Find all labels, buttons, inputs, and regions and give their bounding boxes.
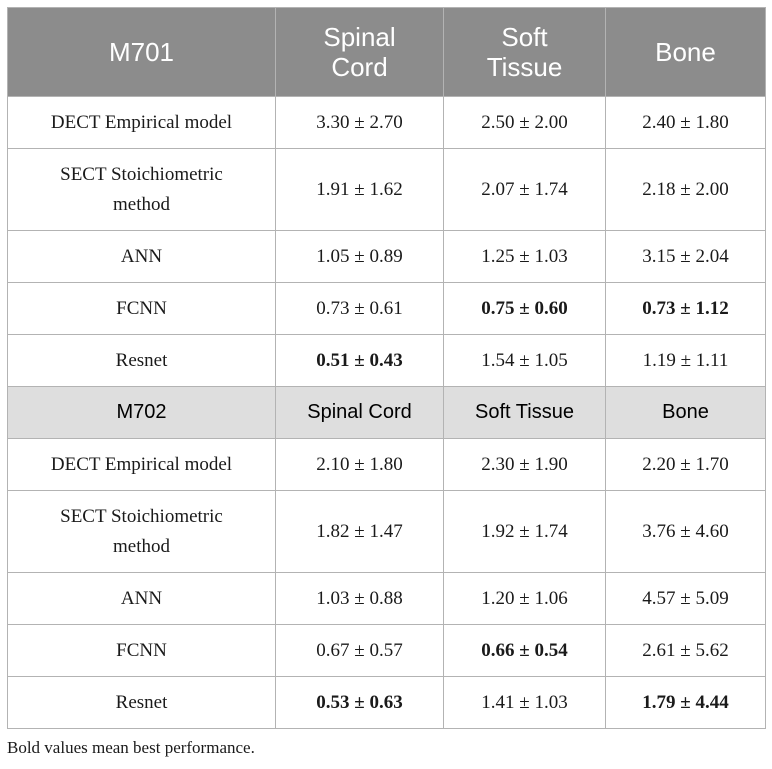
column-header-bone: Bone — [605, 7, 766, 97]
value-cell: 3.15 ± 2.04 — [605, 230, 766, 283]
header-row-m702: M702 Spinal Cord Soft Tissue Bone — [7, 386, 766, 439]
value-cell: 3.30 ± 2.70 — [275, 96, 444, 149]
value-cell: 1.41 ± 1.03 — [443, 676, 606, 729]
table-row: DECT Empirical model 3.30 ± 2.70 2.50 ± … — [7, 96, 766, 149]
value-cell: 2.61 ± 5.62 — [605, 624, 766, 677]
table-row: FCNN 0.67 ± 0.57 0.66 ± 0.54 2.61 ± 5.62 — [7, 624, 766, 677]
header-row-m701: M701 Spinal Cord Soft Tissue Bone — [7, 7, 766, 97]
value-cell: 1.25 ± 1.03 — [443, 230, 606, 283]
table-row: FCNN 0.73 ± 0.61 0.75 ± 0.60 0.73 ± 1.12 — [7, 282, 766, 335]
value-cell: 1.91 ± 1.62 — [275, 148, 444, 231]
value-cell: 2.07 ± 1.74 — [443, 148, 606, 231]
column-header-soft-tissue: Soft Tissue — [443, 386, 606, 439]
method-cell: SECT Stoichiometric method — [7, 490, 276, 573]
column-header-spinal-cord: Spinal Cord — [275, 386, 444, 439]
value-cell: 2.18 ± 2.00 — [605, 148, 766, 231]
value-cell: 2.40 ± 1.80 — [605, 96, 766, 149]
value-cell: 1.05 ± 0.89 — [275, 230, 444, 283]
results-table: M701 Spinal Cord Soft Tissue Bone DECT E… — [7, 7, 766, 729]
value-cell-best: 1.79 ± 4.44 — [605, 676, 766, 729]
table-footnote: Bold values mean best performance. — [7, 738, 255, 757]
method-cell: ANN — [7, 572, 276, 625]
table-row: Resnet 0.51 ± 0.43 1.54 ± 1.05 1.19 ± 1.… — [7, 334, 766, 387]
table-row: ANN 1.05 ± 0.89 1.25 ± 1.03 3.15 ± 2.04 — [7, 230, 766, 283]
method-cell: ANN — [7, 230, 276, 283]
value-cell: 2.50 ± 2.00 — [443, 96, 606, 149]
group-label: M702 — [7, 386, 276, 439]
value-cell: 2.10 ± 1.80 — [275, 438, 444, 491]
value-cell-best: 0.75 ± 0.60 — [443, 282, 606, 335]
method-cell: SECT Stoichiometric method — [7, 148, 276, 231]
value-cell: 0.67 ± 0.57 — [275, 624, 444, 677]
value-cell: 4.57 ± 5.09 — [605, 572, 766, 625]
method-cell: DECT Empirical model — [7, 438, 276, 491]
column-header-soft-tissue: Soft Tissue — [443, 7, 606, 97]
group-label: M701 — [7, 7, 276, 97]
value-cell-best: 0.53 ± 0.63 — [275, 676, 444, 729]
value-cell: 2.30 ± 1.90 — [443, 438, 606, 491]
method-cell: Resnet — [7, 676, 276, 729]
method-cell: FCNN — [7, 282, 276, 335]
column-header-bone: Bone — [605, 386, 766, 439]
value-cell-best: 0.73 ± 1.12 — [605, 282, 766, 335]
value-cell: 1.82 ± 1.47 — [275, 490, 444, 573]
table-row: Resnet 0.53 ± 0.63 1.41 ± 1.03 1.79 ± 4.… — [7, 676, 766, 729]
value-cell: 1.03 ± 0.88 — [275, 572, 444, 625]
method-cell: Resnet — [7, 334, 276, 387]
column-header-spinal-cord: Spinal Cord — [275, 7, 444, 97]
table-row: SECT Stoichiometric method 1.91 ± 1.62 2… — [7, 148, 766, 231]
value-cell-best: 0.66 ± 0.54 — [443, 624, 606, 677]
table-row: ANN 1.03 ± 0.88 1.20 ± 1.06 4.57 ± 5.09 — [7, 572, 766, 625]
value-cell: 1.19 ± 1.11 — [605, 334, 766, 387]
value-cell: 1.92 ± 1.74 — [443, 490, 606, 573]
table-row: DECT Empirical model 2.10 ± 1.80 2.30 ± … — [7, 438, 766, 491]
value-cell: 3.76 ± 4.60 — [605, 490, 766, 573]
value-cell: 2.20 ± 1.70 — [605, 438, 766, 491]
method-cell: DECT Empirical model — [7, 96, 276, 149]
table-row: SECT Stoichiometric method 1.82 ± 1.47 1… — [7, 490, 766, 573]
value-cell-best: 0.51 ± 0.43 — [275, 334, 444, 387]
value-cell: 0.73 ± 0.61 — [275, 282, 444, 335]
method-cell: FCNN — [7, 624, 276, 677]
value-cell: 1.54 ± 1.05 — [443, 334, 606, 387]
value-cell: 1.20 ± 1.06 — [443, 572, 606, 625]
